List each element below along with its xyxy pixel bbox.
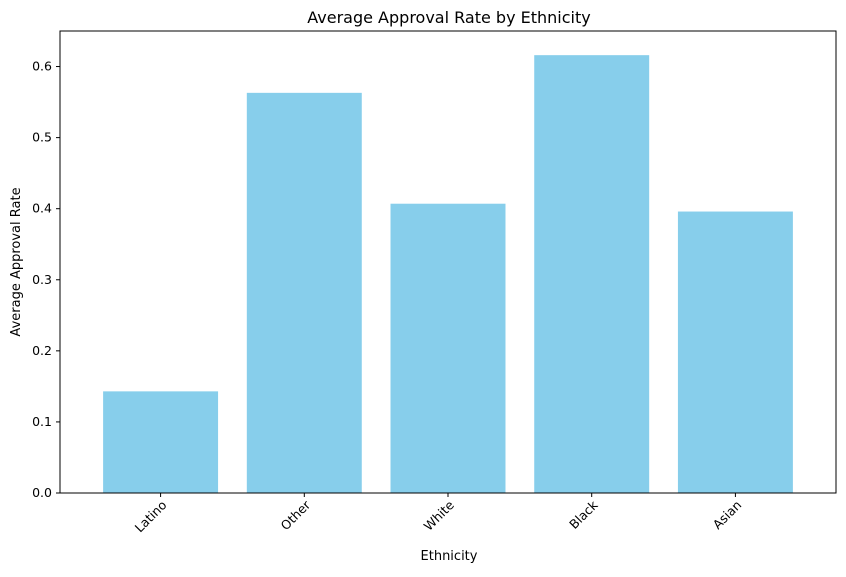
chart-title: Average Approval Rate by Ethnicity — [307, 8, 590, 27]
x-tick-label-white: White — [421, 497, 458, 534]
y-tick-label: 0.5 — [32, 130, 52, 145]
y-tick-label: 0.0 — [32, 485, 52, 500]
y-axis-label: Average Approval Rate — [9, 187, 24, 336]
y-tick-label: 0.4 — [32, 201, 52, 216]
bar-white — [390, 203, 506, 493]
x-axis-ticks: Latino Other White Black Asian — [132, 493, 745, 535]
x-tick-label-black: Black — [566, 497, 601, 532]
bars-group — [103, 55, 793, 494]
x-axis-label: Ethnicity — [421, 549, 478, 564]
y-tick-label: 0.2 — [32, 343, 52, 358]
bar-latino — [103, 391, 219, 493]
y-tick-label: 0.3 — [32, 272, 52, 287]
bar-other — [246, 92, 362, 494]
y-tick-label: 0.6 — [32, 59, 52, 74]
x-tick-label-latino: Latino — [132, 497, 170, 535]
x-tick-label-other: Other — [278, 497, 314, 533]
y-axis-ticks: 0.0 0.1 0.2 0.3 0.4 0.5 0.6 — [32, 59, 60, 500]
bar-asian — [677, 211, 793, 493]
bar-black — [534, 55, 650, 494]
y-tick-label: 0.1 — [32, 414, 52, 429]
x-tick-label-asian: Asian — [710, 497, 745, 532]
